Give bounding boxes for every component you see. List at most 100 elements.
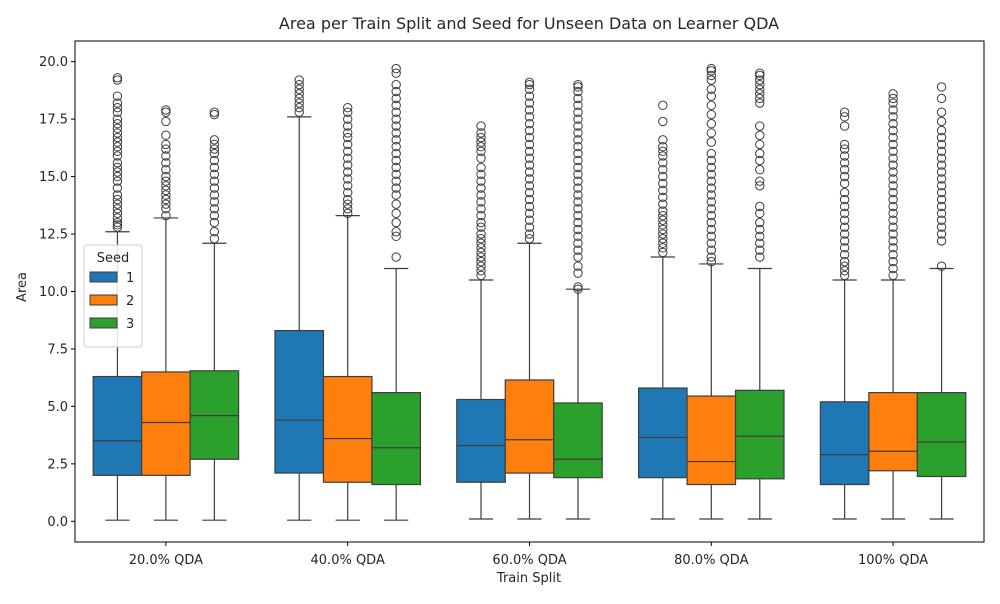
outlier-point [936, 160, 947, 170]
y-tick-label: 2.5 [47, 457, 68, 472]
outlier-point [936, 139, 947, 150]
y-tick-label: 5.0 [47, 400, 68, 415]
y-tick-label: 10.0 [39, 285, 68, 300]
outlier-point [936, 194, 947, 205]
x-tick-label: 40.0% QDA [311, 553, 385, 568]
outlier-point [573, 238, 583, 248]
outlier-point [839, 158, 850, 168]
box-iqr [141, 371, 191, 476]
box-iqr [322, 375, 373, 483]
outlier-point [209, 197, 220, 207]
outlier-point [391, 107, 401, 117]
outlier-point [839, 144, 850, 154]
outlier-point [391, 148, 401, 159]
box-iqr [92, 375, 143, 476]
outlier-point [573, 107, 583, 117]
outlier-point [524, 187, 535, 198]
outlier-point [161, 171, 171, 182]
outlier-point [112, 123, 123, 134]
outlier-point [755, 238, 765, 248]
outlier-point [658, 116, 668, 127]
outlier-point [209, 210, 220, 221]
outlier-point [209, 176, 220, 186]
outlier-point [476, 233, 486, 244]
outlier-point [936, 146, 947, 157]
outlier-point [658, 185, 668, 196]
outlier-point [573, 284, 583, 294]
outlier-point [888, 174, 898, 184]
outlier-point [476, 229, 486, 239]
outlier-point [888, 93, 898, 104]
outlier-point [888, 236, 898, 246]
outlier-point [839, 178, 850, 189]
outlier-point [209, 135, 220, 145]
outlier-point [936, 236, 947, 246]
outlier-point [936, 215, 947, 225]
outlier-point [573, 261, 583, 271]
outlier-point [888, 208, 898, 219]
box-group [371, 63, 422, 521]
outlier-point [294, 89, 304, 99]
outlier-point [391, 63, 401, 74]
outlier-point [755, 201, 765, 212]
outlier-point [839, 201, 850, 212]
outlier-point [112, 75, 123, 85]
outlier-point [706, 70, 716, 81]
outlier-point [209, 107, 220, 117]
outlier-point [112, 213, 123, 223]
outlier-point [391, 79, 401, 90]
outlier-point [888, 98, 898, 108]
outlier-point [524, 125, 535, 136]
outlier-point [888, 89, 898, 99]
legend: Seed 1 2 3 [83, 244, 143, 348]
outlier-point [658, 192, 668, 202]
outlier-point [209, 233, 220, 244]
legend-label: 3 [126, 317, 134, 332]
box-group [504, 77, 555, 520]
outlier-point [112, 208, 123, 219]
outlier-point [573, 82, 583, 92]
outlier-point [839, 266, 850, 276]
box-iqr [637, 387, 688, 479]
outlier-point [888, 181, 898, 191]
outlier-point [888, 125, 898, 136]
outlier-point [573, 100, 583, 111]
outlier-point [391, 86, 401, 97]
outlier-point [391, 208, 401, 219]
outlier-point [839, 261, 850, 271]
outlier-point [524, 139, 535, 150]
outlier-point [112, 217, 123, 228]
outlier-point [391, 169, 401, 179]
outlier-point [658, 158, 668, 168]
outlier-point [706, 256, 716, 267]
outlier-point [888, 119, 898, 129]
outlier-point [573, 183, 583, 193]
box-group [637, 100, 688, 520]
outlier-point [161, 105, 171, 115]
outlier-point [706, 176, 716, 186]
outlier-point [524, 194, 535, 205]
outlier-point [658, 210, 668, 221]
outlier-point [888, 146, 898, 157]
outlier-point [343, 160, 353, 170]
outlier-point [888, 263, 898, 274]
outlier-point [112, 119, 123, 129]
outlier-point [391, 217, 401, 228]
outlier-point [936, 125, 947, 136]
outlier-point [936, 107, 947, 117]
outlier-point [573, 231, 583, 242]
outlier-point [524, 222, 535, 232]
outlier-point [343, 114, 353, 124]
box-group [141, 105, 191, 521]
outlier-point [112, 222, 123, 232]
outlier-point [573, 268, 583, 278]
outlier-point [343, 194, 353, 205]
outlier-point [476, 261, 486, 271]
outlier-point [755, 217, 765, 228]
outlier-point [343, 102, 353, 113]
box-iqr [686, 395, 737, 486]
outlier-point [936, 82, 947, 92]
outlier-point [573, 204, 583, 214]
y-tick-label: 7.5 [47, 342, 68, 357]
outlier-point [573, 162, 583, 173]
